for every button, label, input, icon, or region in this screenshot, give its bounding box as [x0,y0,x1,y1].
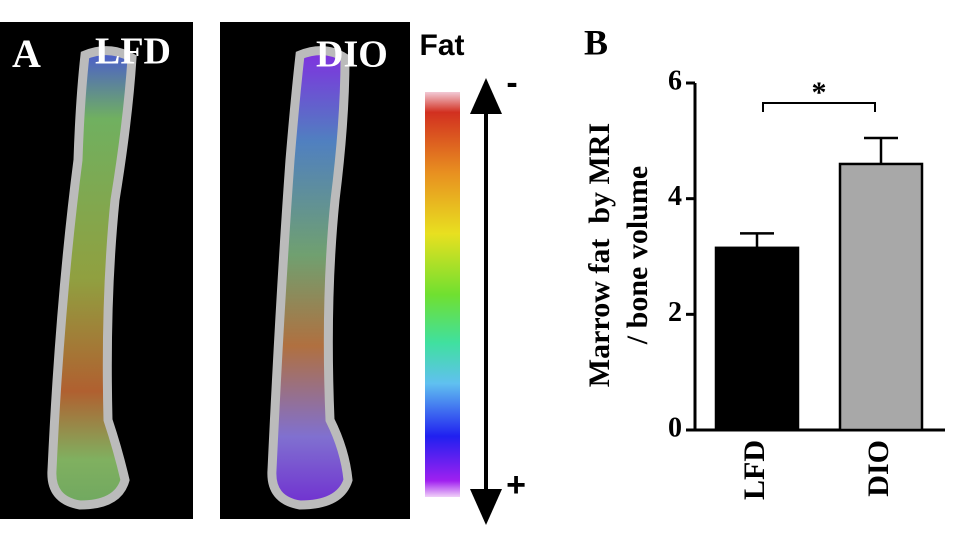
panel-b: B 0 2 4 6 Marrow fat by MRI / bone volume LFD D… [583,22,945,500]
arrow-head [470,78,502,114]
arrow-head [470,489,502,525]
y-tick-label: 6 [668,65,682,96]
colorbar-title: Fat [420,29,465,62]
y-axis-label: Marrow fat by MRI [583,123,616,387]
bar [714,246,800,432]
bar [838,162,924,432]
colorbar-bottom: + [506,466,526,504]
y-axis-label: / bone volume [621,166,654,345]
image-label: DIO [316,34,388,76]
y-tick-label: 0 [668,412,682,443]
bone [267,46,353,510]
panel-label: A [12,31,41,76]
colorbar [425,92,460,497]
bone [47,46,137,510]
y-tick-label: 2 [668,297,682,328]
x-tick-label: LFD [738,440,771,500]
panel-label: B [584,22,608,62]
significance-label: * [812,76,827,109]
significance-bracket [762,102,876,112]
colorbar-top: - [506,64,517,102]
x-tick-label: DIO [862,440,895,497]
y-tick-label: 4 [668,181,682,212]
image-label: LFD [95,31,171,73]
panel-a: A LFD DIO Fat - + [0,22,526,525]
